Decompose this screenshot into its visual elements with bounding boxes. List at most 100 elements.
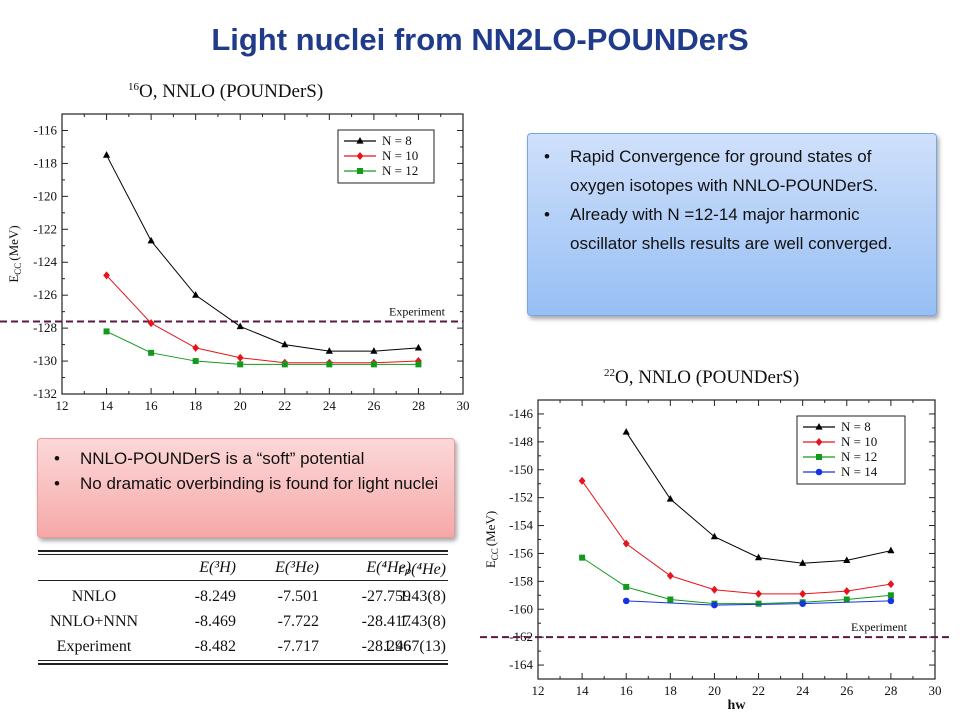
series-n10 (578, 476, 895, 598)
convergence-note-text: Rapid Convergence for ground states of o… (570, 147, 879, 195)
x-tick-label: 18 (189, 398, 202, 412)
data-point (887, 546, 895, 554)
legend-label: N = 14 (841, 464, 878, 479)
data-point (103, 328, 110, 335)
data-point (755, 600, 762, 607)
table-cell: 1.43(8) (399, 613, 446, 630)
y-tick-label: -122 (33, 221, 57, 236)
convergence-note-item: • Already with N =12-14 major harmonic os… (544, 200, 926, 258)
x-tick-label: 12 (532, 683, 545, 698)
table-cell: -7.501 (277, 588, 319, 605)
y-tick-label: -160 (509, 601, 533, 616)
y-tick-label: -152 (509, 490, 533, 505)
data-point (710, 532, 719, 540)
y-tick-label: -118 (34, 155, 57, 170)
series-n8 (622, 428, 895, 566)
soft-potential-note-item: • No dramatic overbinding is found for li… (54, 471, 444, 496)
x-tick-label: 14 (100, 398, 114, 412)
legend-label: N = 12 (841, 449, 877, 464)
x-tick-label: 16 (620, 683, 634, 698)
table-cell: 1.467(13) (383, 638, 446, 655)
data-point (623, 583, 630, 590)
x-tick-label: 22 (752, 683, 765, 698)
y-axis-label-unit: (MeV) (483, 511, 498, 546)
table-header-rule (38, 580, 448, 581)
o16-chart: 16O, NNLO (POUNDerS) 12 14 16 18 20 22 24 26 28 30… (0, 72, 480, 412)
data-point (843, 587, 851, 596)
table-cell: 1.43(8) (399, 588, 446, 605)
data-point (281, 361, 288, 368)
legend-marker (816, 454, 822, 460)
x-tick-label: 30 (457, 398, 470, 412)
experiment-label: Experiment (851, 620, 908, 634)
y-tick-label: -154 (509, 518, 533, 533)
legend-label: N = 8 (382, 133, 412, 148)
legend-label: N = 10 (841, 434, 877, 449)
chart-title: 16O, NNLO (POUNDerS) (128, 81, 323, 102)
data-point (325, 347, 333, 354)
data-point (147, 236, 155, 244)
x-tick-label: 12 (56, 398, 69, 412)
chart-title-isotope-mass: 22 (604, 367, 615, 379)
series-line (106, 275, 419, 364)
x-tick-label: 16 (145, 398, 159, 412)
data-point (148, 349, 155, 356)
series-n14 (622, 597, 895, 609)
convergence-note-item: • Rapid Convergence for ground states of … (544, 142, 926, 200)
x-tick-label: 24 (796, 683, 810, 698)
data-point (236, 353, 244, 362)
y-axis-label: ECC (MeV) (6, 225, 23, 282)
y-tick-label: -162 (509, 629, 533, 644)
convergence-note-text: Already with N =12-14 major harmonic osc… (570, 205, 893, 253)
soft-potential-note-text: No dramatic overbinding is found for lig… (80, 474, 439, 493)
data-point (666, 495, 674, 502)
data-point (887, 597, 895, 605)
chart-title: 22O, NNLO (POUNDerS) (604, 367, 799, 388)
y-tick-label: -148 (509, 434, 533, 449)
data-point (103, 271, 110, 280)
table-top-rule (38, 554, 448, 555)
data-point (711, 585, 718, 594)
table-bottom-rule (38, 663, 448, 665)
x-tick-label: 28 (412, 398, 425, 412)
bullet-dot: • (544, 147, 550, 166)
convergence-note-list: • Rapid Convergence for ground states of … (542, 142, 926, 258)
data-point (755, 589, 762, 598)
x-tick-label: 20 (234, 398, 247, 412)
table-cell: -28.417 (361, 613, 411, 630)
series-line (581, 557, 891, 605)
data-point (414, 343, 423, 351)
data-point (622, 428, 630, 435)
o22-chart: 22O, NNLO (POUNDerS) 12 14 16 18 20 22 24 26 28 30… (480, 350, 950, 716)
table-cell: -7.722 (277, 613, 319, 630)
data-point (887, 592, 894, 599)
y-tick-label: -156 (509, 545, 533, 560)
x-tick-label: 14 (576, 683, 590, 698)
chart-title-text: O, NNLO (POUNDerS) (615, 367, 799, 388)
legend-label: N = 10 (382, 148, 418, 163)
series-line (581, 480, 891, 595)
data-point (799, 559, 807, 566)
x-tick-label: 26 (367, 398, 381, 412)
legend-marker (356, 137, 364, 144)
data-point (237, 361, 244, 368)
soft-potential-note-list: • NNLO-POUNDerS is a “soft” potential • No… (52, 446, 444, 496)
legend-marker (815, 423, 823, 430)
table-cell: -8.469 (194, 613, 236, 630)
series-n8 (102, 151, 423, 354)
data-point (579, 554, 586, 561)
bullet-dot: • (54, 449, 60, 468)
legend-label: N = 12 (382, 163, 418, 178)
y-axis-label-subscript: CC (490, 548, 500, 560)
data-point (622, 597, 630, 605)
table-row-label: Experiment (56, 638, 132, 655)
data-point (622, 539, 630, 548)
legend-marker (815, 468, 823, 476)
y-tick-label: -116 (34, 122, 58, 137)
x-tick-label: 28 (884, 683, 897, 698)
y-axis-label-subscript: CC (13, 263, 23, 275)
soft-potential-note-item: • NNLO-POUNDerS is a “soft” potential (54, 446, 444, 471)
table-top-rule (38, 550, 448, 552)
bullet-dot: • (544, 205, 550, 224)
data-point (370, 361, 377, 368)
